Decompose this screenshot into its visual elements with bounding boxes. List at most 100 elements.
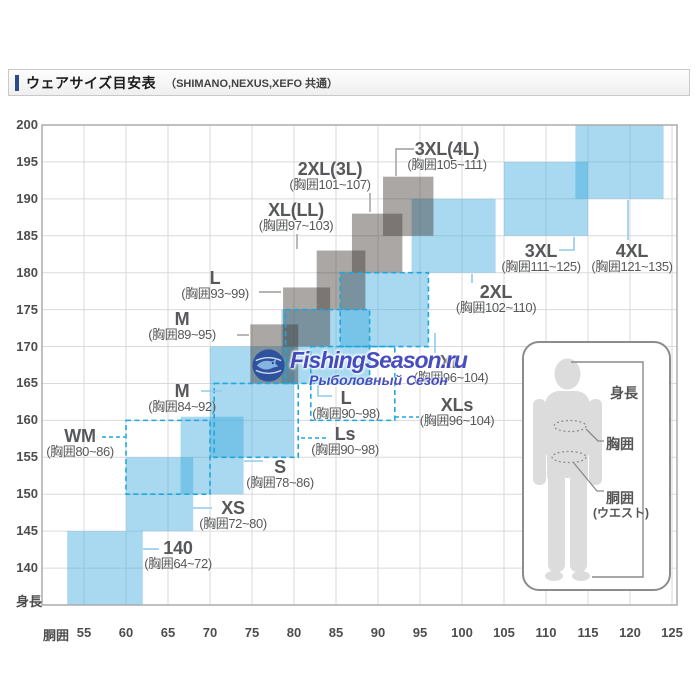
x-tick-60: 60 (118, 625, 134, 640)
x-tick-65: 65 (160, 625, 176, 640)
chest-leader-line (585, 428, 604, 442)
chest-measure-ellipse (553, 419, 587, 433)
size-label-2XL: 2XL (胸囲102~110) (396, 283, 596, 315)
waist-measure-ellipse (551, 450, 587, 464)
leader-line-3XL(4L) (395, 148, 414, 176)
watermark-globe-fish-icon (250, 347, 287, 389)
waist-leader-line (572, 461, 604, 492)
size-label-chest-range: (胸囲64~72) (144, 556, 212, 571)
y-tick-145: 145 (16, 523, 38, 539)
watermark-tagline: Рыболовный Сезон (309, 372, 448, 388)
size-label-XLs: XLs (胸囲96~104) (357, 396, 557, 428)
size-dashed-box-XLs (309, 345, 396, 422)
size-label-name: Ls (334, 424, 356, 444)
x-tick-95: 95 (412, 625, 428, 640)
size-label-chest-range: (胸囲96~104) (419, 413, 495, 428)
size-label-name: WM (64, 426, 96, 446)
size-box-2XL (411, 198, 496, 273)
x-tick-80: 80 (286, 625, 302, 640)
size-label-XL(LL): XL(LL) (胸囲97~103) (196, 201, 396, 233)
y-tick-155: 155 (16, 449, 38, 465)
size-label-chest-range: (胸囲89~95) (148, 327, 216, 342)
size-box-4XL (575, 125, 664, 199)
chart-border (41, 124, 678, 606)
y-tick-165: 165 (16, 375, 38, 391)
size-label-4XL: 4XL (胸囲121~135) (532, 242, 700, 274)
y-tick-190: 190 (16, 190, 38, 206)
size-label-chest-range: (胸囲96~104) (413, 370, 489, 385)
size-label-chest-range: (胸囲90~98) (311, 442, 379, 457)
x-tick-115: 115 (577, 625, 599, 640)
size-label-XS: XS (胸囲72~80) (133, 499, 333, 531)
size-label-chest-range: (胸囲84~92) (148, 399, 216, 414)
figure-left-leg (548, 468, 565, 572)
x-axis-title: 胴囲 (42, 628, 70, 643)
figure-right-foot (572, 571, 590, 581)
figure-left-foot (545, 571, 563, 581)
size-label-name: XL(LL) (268, 200, 324, 220)
size-label-chest-range: (胸囲90~98) (312, 406, 380, 421)
inset-waist-sub-label: (ウエスト) (593, 506, 649, 520)
x-tick-85: 85 (328, 625, 344, 640)
size-label-chest-range: (胸囲80~86) (46, 444, 114, 459)
figure-left-arm (533, 399, 546, 485)
size-box-S (180, 416, 244, 495)
size-label-name: XLs (440, 395, 474, 415)
size-box-2XL(3L) (351, 213, 403, 273)
y-tick-140: 140 (16, 560, 38, 576)
size-label-chest-range: (胸囲72~80) (199, 516, 267, 531)
size-label-L: L (胸囲93~99) (115, 269, 315, 301)
x-tick-70: 70 (202, 625, 218, 640)
size-label-name: 3XL (524, 241, 558, 261)
y-tick-200: 200 (16, 117, 38, 132)
size-label-name: S (274, 457, 286, 477)
size-label-chest-range: (胸囲105~111) (407, 157, 487, 172)
size-dashed-box-Ls (213, 382, 299, 459)
size-label-M: M (胸囲89~95) (82, 310, 282, 342)
size-label-Ls: Ls (胸囲90~98) (245, 425, 445, 457)
size-dashed-box-WM (125, 419, 211, 496)
x-tick-105: 105 (493, 625, 515, 640)
size-label-name: 4XL (615, 241, 649, 261)
header-accent-bar (15, 74, 19, 91)
x-tick-90: 90 (370, 625, 386, 640)
size-label-S: S (胸囲78~86) (180, 458, 380, 490)
size-label-WM: WM (胸囲80~86) (0, 427, 180, 459)
figure-right-leg (570, 468, 587, 572)
watermark-text: FishingSeason.ru Рыболовный Сезон (290, 347, 468, 388)
leader-line-3XL (559, 237, 575, 251)
page-title: ウェアサイズ目安表 (26, 74, 157, 91)
x-tick-120: 120 (619, 625, 641, 640)
size-label-name: 2XL(3L) (297, 159, 363, 179)
y-tick-160: 160 (16, 412, 38, 428)
size-label-2XL(3L): 2XL(3L) (胸囲101~107) (230, 160, 430, 192)
size-label-L: L (胸囲90~98) (246, 389, 446, 421)
size-box-L (283, 287, 331, 347)
y-axis-title: 身長 (15, 594, 42, 609)
size-label-3XL: 3XL (胸囲111~125) (441, 242, 641, 274)
size-label-name: L (340, 388, 352, 408)
y-tick-180: 180 (16, 264, 38, 280)
size-label-name: 3XL(4L) (414, 139, 480, 159)
x-tick-55: 55 (76, 625, 92, 640)
size-label-chest-range: (胸囲97~103) (258, 218, 334, 233)
size-label-chest-range: (胸囲78~86) (246, 475, 314, 490)
inset-height-label: 身長 (610, 385, 638, 401)
size-label-name: 140 (163, 538, 193, 558)
size-box-3XL(4L) (383, 176, 434, 236)
size-label-name: XL (439, 352, 463, 372)
watermark: FishingSeason.ru Рыболовный Сезон (250, 347, 468, 389)
size-label-name: M (174, 381, 190, 401)
size-label-XL: XL (胸囲96~104) (351, 353, 551, 385)
x-tick-125: 125 (661, 625, 683, 640)
size-label-chest-range: (胸囲93~99) (181, 286, 249, 301)
y-tick-185: 185 (16, 227, 38, 243)
size-label-chest-range: (胸囲111~125) (501, 259, 581, 274)
size-label-3XL(4L): 3XL(4L) (胸囲105~111) (347, 140, 547, 172)
size-label-name: XS (221, 498, 245, 518)
x-tick-110: 110 (535, 625, 557, 640)
leader-line-L (317, 385, 332, 397)
size-label-chest-range: (胸囲102~110) (455, 300, 537, 315)
